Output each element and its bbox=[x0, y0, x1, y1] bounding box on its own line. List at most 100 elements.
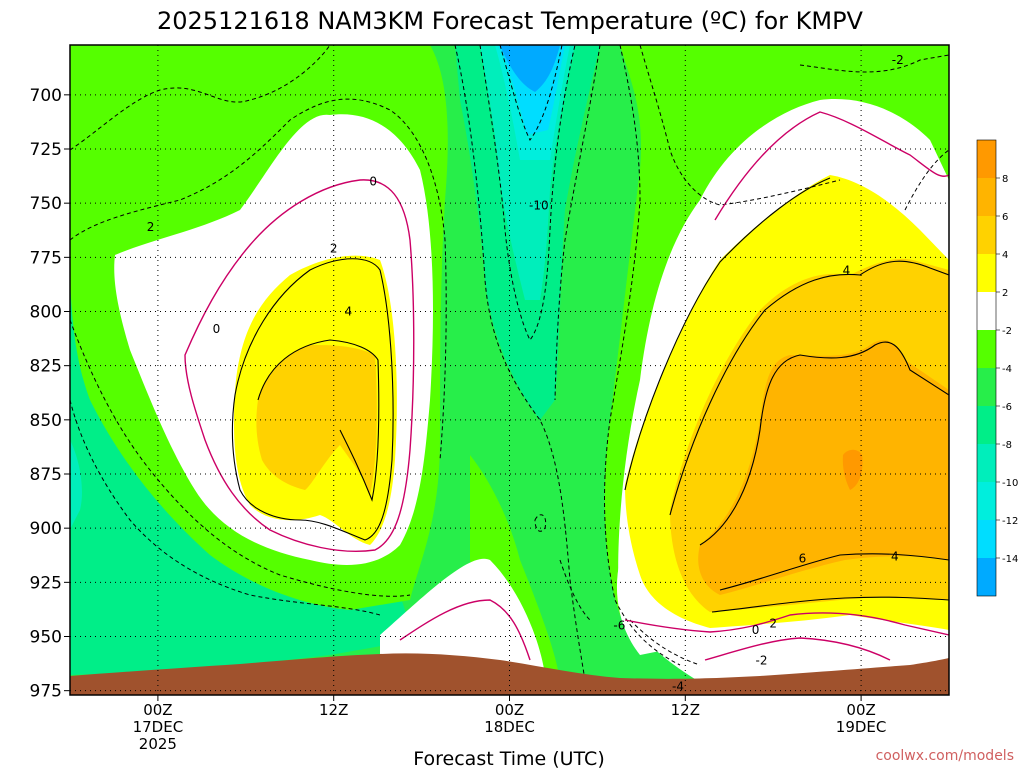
x-tick-label: 17DEC bbox=[133, 718, 184, 736]
y-tick-label: 800 bbox=[30, 303, 62, 323]
contour-minus12-core bbox=[499, 45, 563, 141]
contour-label: 0 bbox=[369, 175, 377, 189]
colorbar-label: 4 bbox=[1002, 250, 1008, 261]
contour-4-lower-right bbox=[711, 596, 949, 613]
contour-minus2-far-right bbox=[904, 149, 949, 211]
contour-2-left bbox=[231, 258, 394, 541]
colorbar: 8 6 4 2 -2 -4 -6 -8 -10 -12 -14 bbox=[976, 139, 1018, 597]
colorbar-label: -8 bbox=[1002, 440, 1012, 451]
contour-label: -2 bbox=[755, 653, 767, 667]
contour-minus4-left bbox=[70, 98, 447, 461]
y-tick-label: 850 bbox=[30, 411, 62, 431]
colorbar-swatch bbox=[977, 140, 996, 178]
colorbar-swatch bbox=[977, 254, 996, 292]
x-tick-label: 18DEC bbox=[484, 718, 535, 736]
contour-zero-lower-left bbox=[399, 599, 531, 661]
y-tick-label: 975 bbox=[30, 682, 62, 702]
contour-minus8-left bbox=[70, 399, 381, 616]
colorbar-swatch bbox=[977, 520, 996, 558]
colorbar-label: -2 bbox=[1002, 326, 1012, 337]
contour-4-right bbox=[669, 260, 949, 516]
contour-label: -6 bbox=[613, 619, 625, 633]
contour-zero-left bbox=[184, 179, 415, 552]
ground-terrain bbox=[70, 653, 949, 695]
y-tick-label: 750 bbox=[30, 194, 62, 214]
contour-minus2-left bbox=[70, 45, 331, 151]
positive-contours bbox=[231, 177, 949, 613]
y-tick-label: 700 bbox=[30, 86, 62, 106]
x-tick-label: 00Z bbox=[143, 701, 172, 719]
colorbar-swatch bbox=[977, 216, 996, 254]
colorbar-swatch bbox=[977, 558, 996, 596]
contour-zero-upper-right bbox=[714, 111, 949, 221]
y-axis: 700 725 750 775 800 825 850 875 900 925 950 975 bbox=[30, 86, 70, 702]
colorbar-swatch bbox=[977, 330, 996, 368]
contour-minus2-right bbox=[604, 45, 681, 666]
colorbar-label: -10 bbox=[1002, 478, 1018, 489]
colorbar-swatch bbox=[977, 444, 996, 482]
colorbar-swatch bbox=[977, 178, 996, 216]
contour-label: 0 bbox=[213, 322, 221, 336]
field-central-coldest-core bbox=[500, 45, 560, 92]
contour-label: -10 bbox=[529, 198, 549, 212]
x-tick-label: 2025 bbox=[139, 735, 177, 753]
colorbar-swatch bbox=[977, 482, 996, 520]
contour-label: 4 bbox=[345, 305, 353, 319]
contour-label: -2 bbox=[892, 53, 904, 67]
field-right-hot-spot bbox=[842, 449, 863, 490]
colorbar-label: -14 bbox=[1002, 554, 1018, 565]
contour-minus4-lower bbox=[629, 619, 701, 666]
contour-label: 6 bbox=[799, 552, 807, 566]
contour-central-a bbox=[454, 45, 586, 681]
contour-central-b bbox=[554, 45, 601, 401]
contour-label: 2 bbox=[147, 220, 155, 234]
contour-minus6-left bbox=[70, 319, 411, 597]
colorbar-label: 2 bbox=[1002, 288, 1008, 299]
field-left-gold-zone bbox=[256, 345, 377, 495]
colorbar-swatch bbox=[977, 406, 996, 444]
contour-2-right bbox=[624, 177, 831, 491]
colorbar-label: -6 bbox=[1002, 402, 1012, 413]
colorbar-swatch bbox=[977, 368, 996, 406]
field-left-coldest-pocket bbox=[70, 440, 82, 530]
colorbar-label: 8 bbox=[1002, 174, 1008, 185]
contour-zero-lower-right bbox=[704, 637, 891, 661]
contour-label: 4 bbox=[891, 549, 899, 563]
x-axis-title: Forecast Time (UTC) bbox=[413, 748, 604, 768]
colorbar-swatch bbox=[977, 292, 996, 330]
colorbar-label: -12 bbox=[1002, 516, 1018, 527]
field-right-orange-zone bbox=[698, 340, 949, 595]
contour-label: 2 bbox=[330, 242, 338, 256]
contour-6-right bbox=[699, 341, 949, 546]
field-central-white-zone bbox=[380, 558, 545, 675]
temperature-field bbox=[70, 45, 949, 695]
field-central-minus4-band bbox=[470, 455, 560, 680]
x-tick-label: 12Z bbox=[319, 701, 348, 719]
contour-minus4-right bbox=[639, 45, 841, 206]
contour-label: 0 bbox=[752, 623, 760, 637]
x-tick-label: 00Z bbox=[846, 701, 875, 719]
contour-label: -4 bbox=[672, 679, 684, 693]
y-tick-label: 900 bbox=[30, 519, 62, 539]
contour-label: 4 bbox=[843, 263, 851, 277]
x-tick-label: 00Z bbox=[495, 701, 524, 719]
colorbar-label: 6 bbox=[1002, 212, 1008, 223]
watermark: coolwx.com/models bbox=[876, 748, 1014, 764]
x-tick-label: 19DEC bbox=[836, 718, 887, 736]
y-tick-label: 925 bbox=[30, 573, 62, 593]
field-left-cold-pocket bbox=[70, 280, 415, 675]
colorbar-label: -4 bbox=[1002, 364, 1012, 375]
y-tick-label: 775 bbox=[30, 248, 62, 268]
y-tick-label: 825 bbox=[30, 357, 62, 377]
contour-minus2-upper-right bbox=[799, 54, 949, 73]
y-tick-label: 950 bbox=[30, 628, 62, 648]
y-tick-label: 875 bbox=[30, 465, 62, 485]
chart-title: 2025121618 NAM3KM Forecast Temperature (… bbox=[157, 7, 864, 35]
x-tick-label: 12Z bbox=[671, 701, 700, 719]
y-tick-label: 725 bbox=[30, 140, 62, 160]
contour-4-left bbox=[257, 339, 380, 502]
contour-6-lower-right bbox=[719, 553, 949, 591]
contour-minus6-lower bbox=[559, 559, 591, 621]
